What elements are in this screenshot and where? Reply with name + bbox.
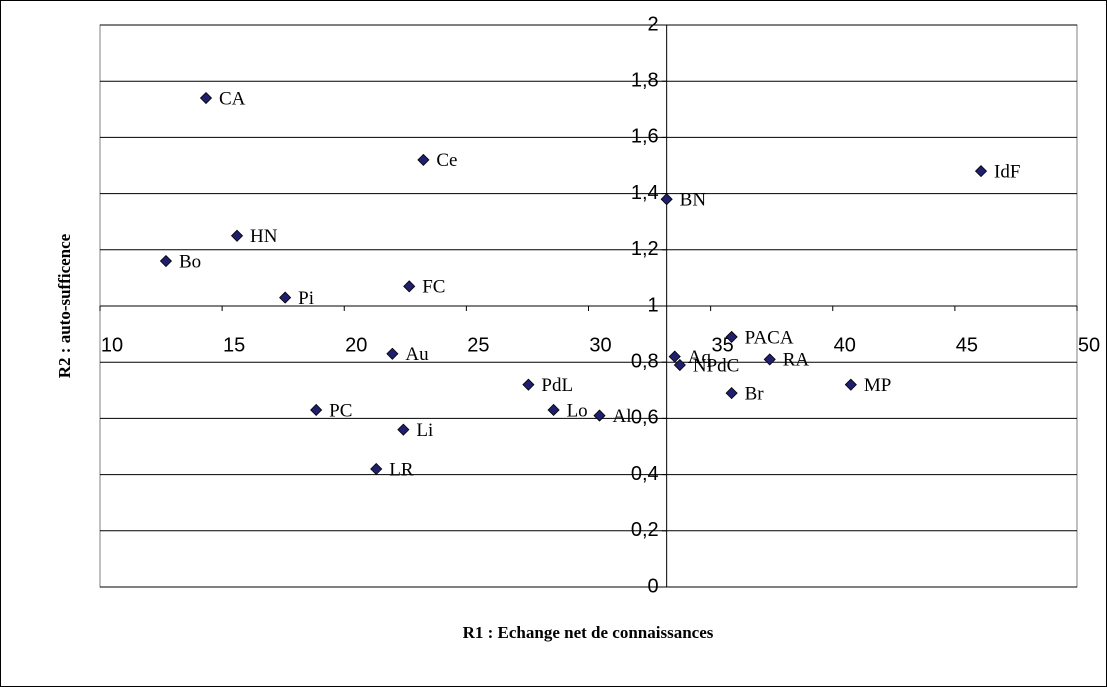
point-label: PACA bbox=[745, 327, 794, 348]
point bbox=[310, 403, 323, 417]
x-tick-label: 40 bbox=[834, 334, 856, 356]
point bbox=[370, 462, 383, 476]
point bbox=[593, 409, 606, 422]
y-tick-label: 0,4 bbox=[631, 463, 659, 485]
point-label: Al bbox=[612, 406, 631, 427]
point bbox=[403, 280, 416, 293]
point-label: Br bbox=[745, 383, 765, 404]
point-label: MP bbox=[864, 375, 891, 396]
point-label: FC bbox=[422, 277, 445, 298]
point bbox=[230, 229, 244, 242]
y-tick-label: 1,8 bbox=[631, 69, 659, 91]
point bbox=[417, 153, 430, 166]
x-tick-label: 20 bbox=[345, 334, 367, 356]
y-tick-label: 1,6 bbox=[631, 126, 659, 148]
point bbox=[159, 254, 173, 268]
point bbox=[974, 165, 988, 178]
x-tick-label: 25 bbox=[467, 334, 489, 356]
point-label: Aq bbox=[688, 347, 712, 368]
point bbox=[522, 378, 535, 391]
point bbox=[386, 347, 399, 360]
point bbox=[660, 193, 673, 206]
point-label: RA bbox=[783, 350, 810, 371]
x-tick-label: 10 bbox=[101, 334, 123, 356]
point-label: Li bbox=[416, 420, 433, 441]
point-label: BN bbox=[680, 190, 707, 211]
y-tick-label: 0,8 bbox=[631, 350, 659, 372]
point-label: Pi bbox=[298, 288, 314, 309]
y-tick-label: 2 bbox=[648, 13, 659, 35]
y-tick-label: 1 bbox=[648, 294, 659, 316]
x-tick-label: 15 bbox=[223, 334, 245, 356]
point-label: Ce bbox=[436, 150, 457, 171]
point-label: IdF bbox=[994, 161, 1020, 182]
x-tick-label: 50 bbox=[1078, 334, 1100, 356]
point bbox=[199, 91, 213, 105]
y-tick-label: 0,2 bbox=[631, 519, 659, 541]
x-axis-title: R1 : Echange net de connaissances bbox=[463, 623, 714, 642]
point bbox=[673, 358, 686, 372]
point bbox=[763, 353, 776, 366]
y-tick-label: 1,2 bbox=[631, 238, 659, 260]
point-label: Au bbox=[405, 344, 429, 365]
x-tick-label: 35 bbox=[712, 334, 734, 356]
point bbox=[725, 330, 738, 343]
y-tick-label: 0,6 bbox=[631, 407, 659, 429]
y-tick-label: 0 bbox=[648, 575, 659, 597]
point-label: HN bbox=[250, 226, 278, 247]
y-axis-title: R2 : auto-sufficence bbox=[55, 233, 74, 378]
point-label: Bo bbox=[179, 251, 201, 272]
point bbox=[844, 378, 857, 391]
point bbox=[279, 291, 292, 304]
point bbox=[725, 387, 738, 400]
x-tick-label: 45 bbox=[956, 334, 978, 356]
point bbox=[547, 403, 560, 417]
point-label: LR bbox=[389, 459, 414, 480]
point-label: PC bbox=[329, 400, 352, 421]
point bbox=[668, 350, 681, 363]
point-label: PdL bbox=[541, 375, 573, 396]
point-label: NPdC bbox=[693, 355, 739, 376]
x-tick-label: 30 bbox=[589, 334, 611, 356]
point-label: CA bbox=[219, 88, 246, 109]
point bbox=[397, 423, 410, 436]
y-tick-label: 1,4 bbox=[631, 182, 659, 204]
point-label: Lo bbox=[567, 400, 588, 421]
